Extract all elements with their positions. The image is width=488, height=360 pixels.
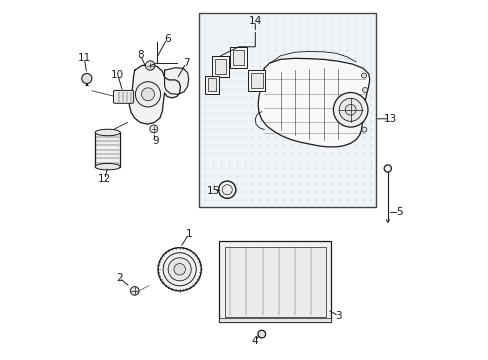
Text: 7: 7: [183, 58, 189, 68]
Text: 8: 8: [137, 50, 143, 60]
Circle shape: [218, 181, 235, 198]
FancyBboxPatch shape: [113, 90, 133, 103]
Bar: [199, 13, 375, 207]
Circle shape: [145, 61, 155, 70]
Text: 2: 2: [116, 273, 122, 283]
Polygon shape: [164, 68, 188, 94]
Text: 10: 10: [111, 70, 124, 80]
Circle shape: [333, 93, 367, 127]
Circle shape: [345, 104, 355, 115]
Ellipse shape: [95, 163, 120, 170]
Circle shape: [81, 73, 92, 84]
Circle shape: [174, 264, 185, 275]
Text: 5: 5: [395, 207, 402, 217]
Bar: [204, 76, 219, 94]
Bar: [250, 73, 262, 88]
Circle shape: [362, 87, 367, 93]
Circle shape: [361, 127, 366, 132]
Text: 4: 4: [251, 336, 257, 346]
Text: 12: 12: [98, 174, 111, 184]
Polygon shape: [258, 58, 369, 147]
Circle shape: [149, 125, 158, 133]
Bar: [95, 132, 120, 167]
Circle shape: [135, 82, 160, 107]
Circle shape: [222, 185, 232, 195]
Bar: [215, 59, 226, 74]
Text: 11: 11: [78, 53, 91, 63]
Text: 9: 9: [152, 136, 158, 146]
Bar: [224, 247, 325, 317]
Text: 14: 14: [248, 16, 262, 26]
Circle shape: [158, 248, 201, 291]
Text: 6: 6: [163, 34, 170, 44]
Text: 15: 15: [207, 186, 220, 196]
Bar: [232, 50, 244, 65]
Circle shape: [361, 73, 366, 78]
Circle shape: [257, 330, 265, 338]
Bar: [212, 56, 229, 77]
Circle shape: [163, 253, 196, 286]
Circle shape: [339, 98, 362, 121]
Bar: [230, 47, 247, 68]
Bar: [219, 318, 330, 322]
Circle shape: [384, 165, 390, 172]
Circle shape: [168, 258, 191, 281]
Ellipse shape: [95, 129, 120, 136]
Bar: [219, 241, 330, 322]
Polygon shape: [129, 65, 180, 124]
Text: 1: 1: [185, 229, 192, 239]
Circle shape: [141, 88, 154, 101]
Bar: [207, 78, 216, 91]
Text: 3: 3: [335, 311, 342, 321]
Circle shape: [130, 287, 139, 295]
Bar: [247, 70, 265, 91]
Text: 13: 13: [383, 114, 396, 124]
